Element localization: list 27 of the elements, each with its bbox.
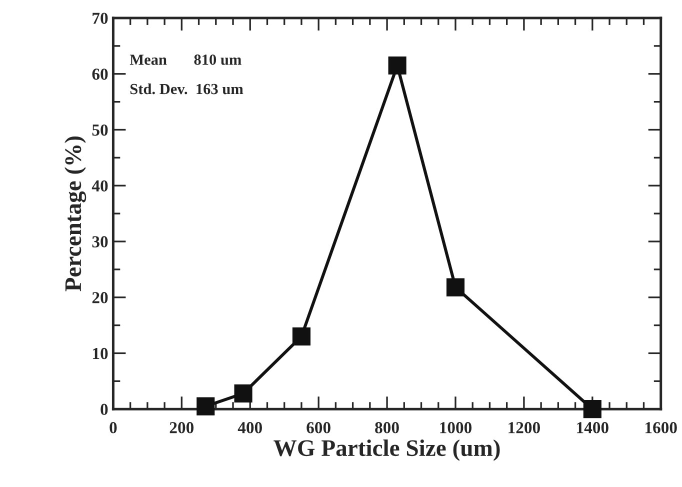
y-tick-label: 30 xyxy=(92,236,108,248)
y-tick-label: 40 xyxy=(92,180,108,192)
x-tick-label: 1400 xyxy=(577,422,608,434)
point xyxy=(583,400,602,418)
x-tick-label: 800 xyxy=(375,422,399,434)
x-tick-label: 1200 xyxy=(508,422,540,434)
y-tick-label: 70 xyxy=(92,12,108,24)
x-tick-label: 200 xyxy=(170,422,194,434)
x-tick-label: 1600 xyxy=(646,422,677,434)
point xyxy=(234,384,252,402)
annotation: Std. Dev. 163 um xyxy=(130,83,244,94)
y-tick-label: 0 xyxy=(100,404,108,416)
point xyxy=(388,56,406,75)
y-tick-label: 20 xyxy=(92,292,108,304)
y-axis-title: Percentage (%) xyxy=(64,136,86,292)
x-tick-label: 0 xyxy=(110,422,117,434)
point xyxy=(196,397,215,416)
x-axis-title: WG Particle Size (um) xyxy=(274,439,500,461)
y-tick-label: 10 xyxy=(93,348,108,360)
x-tick-label: 400 xyxy=(238,422,262,434)
y-tick-label: 50 xyxy=(92,124,108,136)
y-tick-label: 60 xyxy=(92,68,108,80)
x-tick-label: 600 xyxy=(306,422,330,434)
point xyxy=(446,278,465,296)
point xyxy=(292,327,310,346)
annotation: Mean 810 um xyxy=(130,54,242,65)
x-tick-label: 1000 xyxy=(440,422,472,434)
